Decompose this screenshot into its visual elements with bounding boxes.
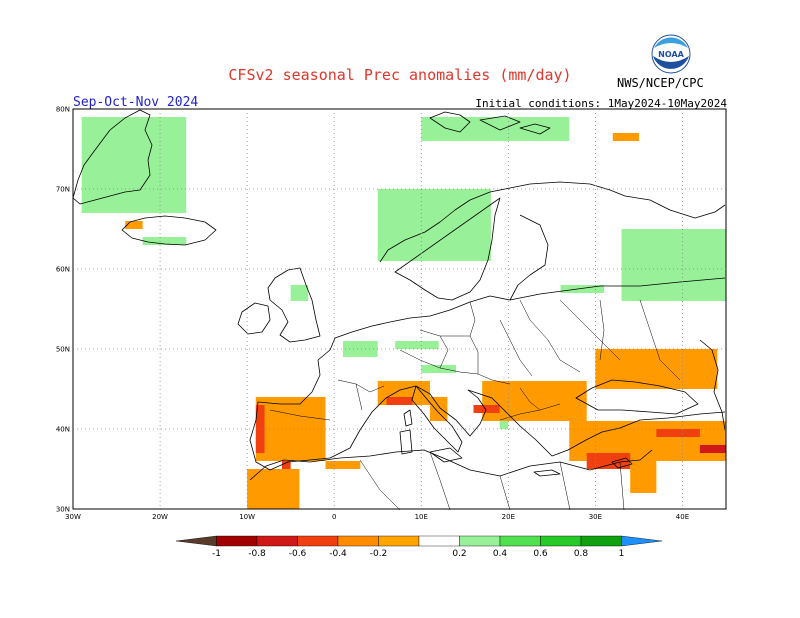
logo-text: NOAA bbox=[658, 50, 684, 59]
anomaly-iran-dry bbox=[699, 445, 726, 453]
colorbar-cell bbox=[418, 535, 460, 547]
anomaly-iberia-west-dry bbox=[255, 405, 265, 453]
map-title: CFSv2 seasonal Prec anomalies (mm/day) bbox=[228, 66, 572, 84]
anomaly-levant-dry bbox=[630, 461, 657, 493]
anomaly-nw-italy-dry bbox=[386, 397, 413, 405]
anomaly-norway-wet bbox=[377, 189, 491, 261]
lon-tick-label: 20E bbox=[502, 513, 515, 521]
caspian-coast bbox=[699, 339, 726, 431]
anomaly-russia-wet bbox=[621, 229, 726, 301]
lat-tick-label: 80N bbox=[56, 106, 70, 114]
lon-tick-label: 0 bbox=[332, 513, 336, 521]
organization-label: NWS/NCEP/CPC bbox=[617, 76, 704, 90]
colorbar-cell bbox=[337, 535, 379, 547]
iceland-coast bbox=[121, 215, 217, 246]
anomaly-italy-dry bbox=[429, 397, 448, 421]
gridlines bbox=[73, 109, 726, 509]
lat-tick-label: 70N bbox=[56, 186, 70, 194]
colorbar-label: 1 bbox=[619, 549, 625, 559]
noaa-logo: NOAA bbox=[651, 34, 691, 74]
colorbar-label: -0.2 bbox=[370, 549, 388, 559]
colorbar-label: -0.4 bbox=[329, 549, 347, 559]
anomaly-baltic-wet bbox=[560, 285, 605, 293]
anomaly-svalbard-wet bbox=[421, 117, 570, 141]
anomaly-morocco-dry bbox=[247, 469, 300, 509]
map-frame bbox=[72, 108, 727, 510]
anomaly-turkey-east-dry bbox=[656, 429, 700, 437]
lon-tick-label: 10W bbox=[239, 513, 255, 521]
colorbar-label: 0.6 bbox=[533, 549, 548, 559]
colorbar-cell bbox=[216, 535, 258, 547]
season-label: Sep-Oct-Nov 2024 bbox=[73, 95, 199, 110]
colorbar-cell bbox=[378, 535, 420, 547]
colorbar-arrow-high bbox=[621, 535, 663, 547]
north-africa-coast bbox=[249, 449, 653, 481]
anomaly-cyprus-dry bbox=[586, 453, 631, 469]
colorbar-label: -0.6 bbox=[289, 549, 307, 559]
colorbar-arrow-low bbox=[175, 535, 217, 547]
black-sea-coast bbox=[575, 379, 699, 415]
anomaly-gibraltar-dry bbox=[281, 461, 291, 469]
border-layer bbox=[269, 299, 681, 511]
initial-conditions-label: Initial conditions: 1May2024-10May2024 bbox=[475, 97, 727, 110]
lon-tick-label: 20W bbox=[152, 513, 168, 521]
colorbar-label: 0.8 bbox=[574, 549, 589, 559]
italy-coast bbox=[411, 385, 463, 463]
lat-tick-label: 30N bbox=[56, 506, 70, 514]
anomaly-germany-wet bbox=[395, 341, 439, 349]
lon-tick-label: 40E bbox=[676, 513, 689, 521]
colorbar-cell bbox=[540, 535, 582, 547]
colorbar-label: -0.8 bbox=[248, 549, 266, 559]
lat-tick-label: 50N bbox=[56, 346, 70, 354]
corsica-sardinia-coast bbox=[399, 409, 413, 455]
lat-tick-label: 60N bbox=[56, 266, 70, 274]
scandinavia-coast bbox=[379, 181, 726, 301]
greenland-coast bbox=[72, 109, 153, 205]
colorbar-cell bbox=[459, 535, 501, 547]
colorbar-cell bbox=[256, 535, 298, 547]
country-borders bbox=[269, 299, 681, 511]
anomaly-iceland-wet bbox=[142, 237, 187, 245]
svalbard-coast bbox=[429, 111, 521, 133]
novaya-zemlya-coast bbox=[519, 123, 551, 135]
colorbar-cell bbox=[499, 535, 541, 547]
mainland-coast bbox=[249, 277, 726, 471]
crete-coast bbox=[533, 469, 561, 477]
anomaly-balkans-dry bbox=[482, 381, 587, 421]
anomaly-alps-wet bbox=[421, 365, 457, 373]
lon-tick-label: 30E bbox=[589, 513, 602, 521]
anomaly-iceland-dry bbox=[125, 221, 143, 229]
lon-tick-label: 10E bbox=[415, 513, 428, 521]
colorbar-label: 0.2 bbox=[452, 549, 466, 559]
colorbar-cell bbox=[580, 535, 622, 547]
colorbar-cell bbox=[297, 535, 339, 547]
britain-coast bbox=[267, 267, 321, 343]
colorbar-label: 0.4 bbox=[493, 549, 508, 559]
coastline-layer bbox=[72, 109, 726, 481]
anomaly-algeria-dry bbox=[325, 461, 361, 469]
anomaly-novaya-dry bbox=[612, 133, 639, 141]
colorbar-label: -1 bbox=[212, 549, 221, 559]
anomaly-scotland-wet bbox=[290, 285, 309, 301]
lon-tick-label: 30W bbox=[65, 513, 81, 521]
anomaly-croatia-dry bbox=[473, 405, 500, 413]
anomaly-greenland-wet bbox=[81, 117, 187, 213]
ireland-coast bbox=[237, 302, 271, 335]
anomaly-benelux-wet bbox=[342, 341, 378, 357]
lat-tick-label: 40N bbox=[56, 426, 70, 434]
cyprus-coast bbox=[611, 457, 633, 469]
